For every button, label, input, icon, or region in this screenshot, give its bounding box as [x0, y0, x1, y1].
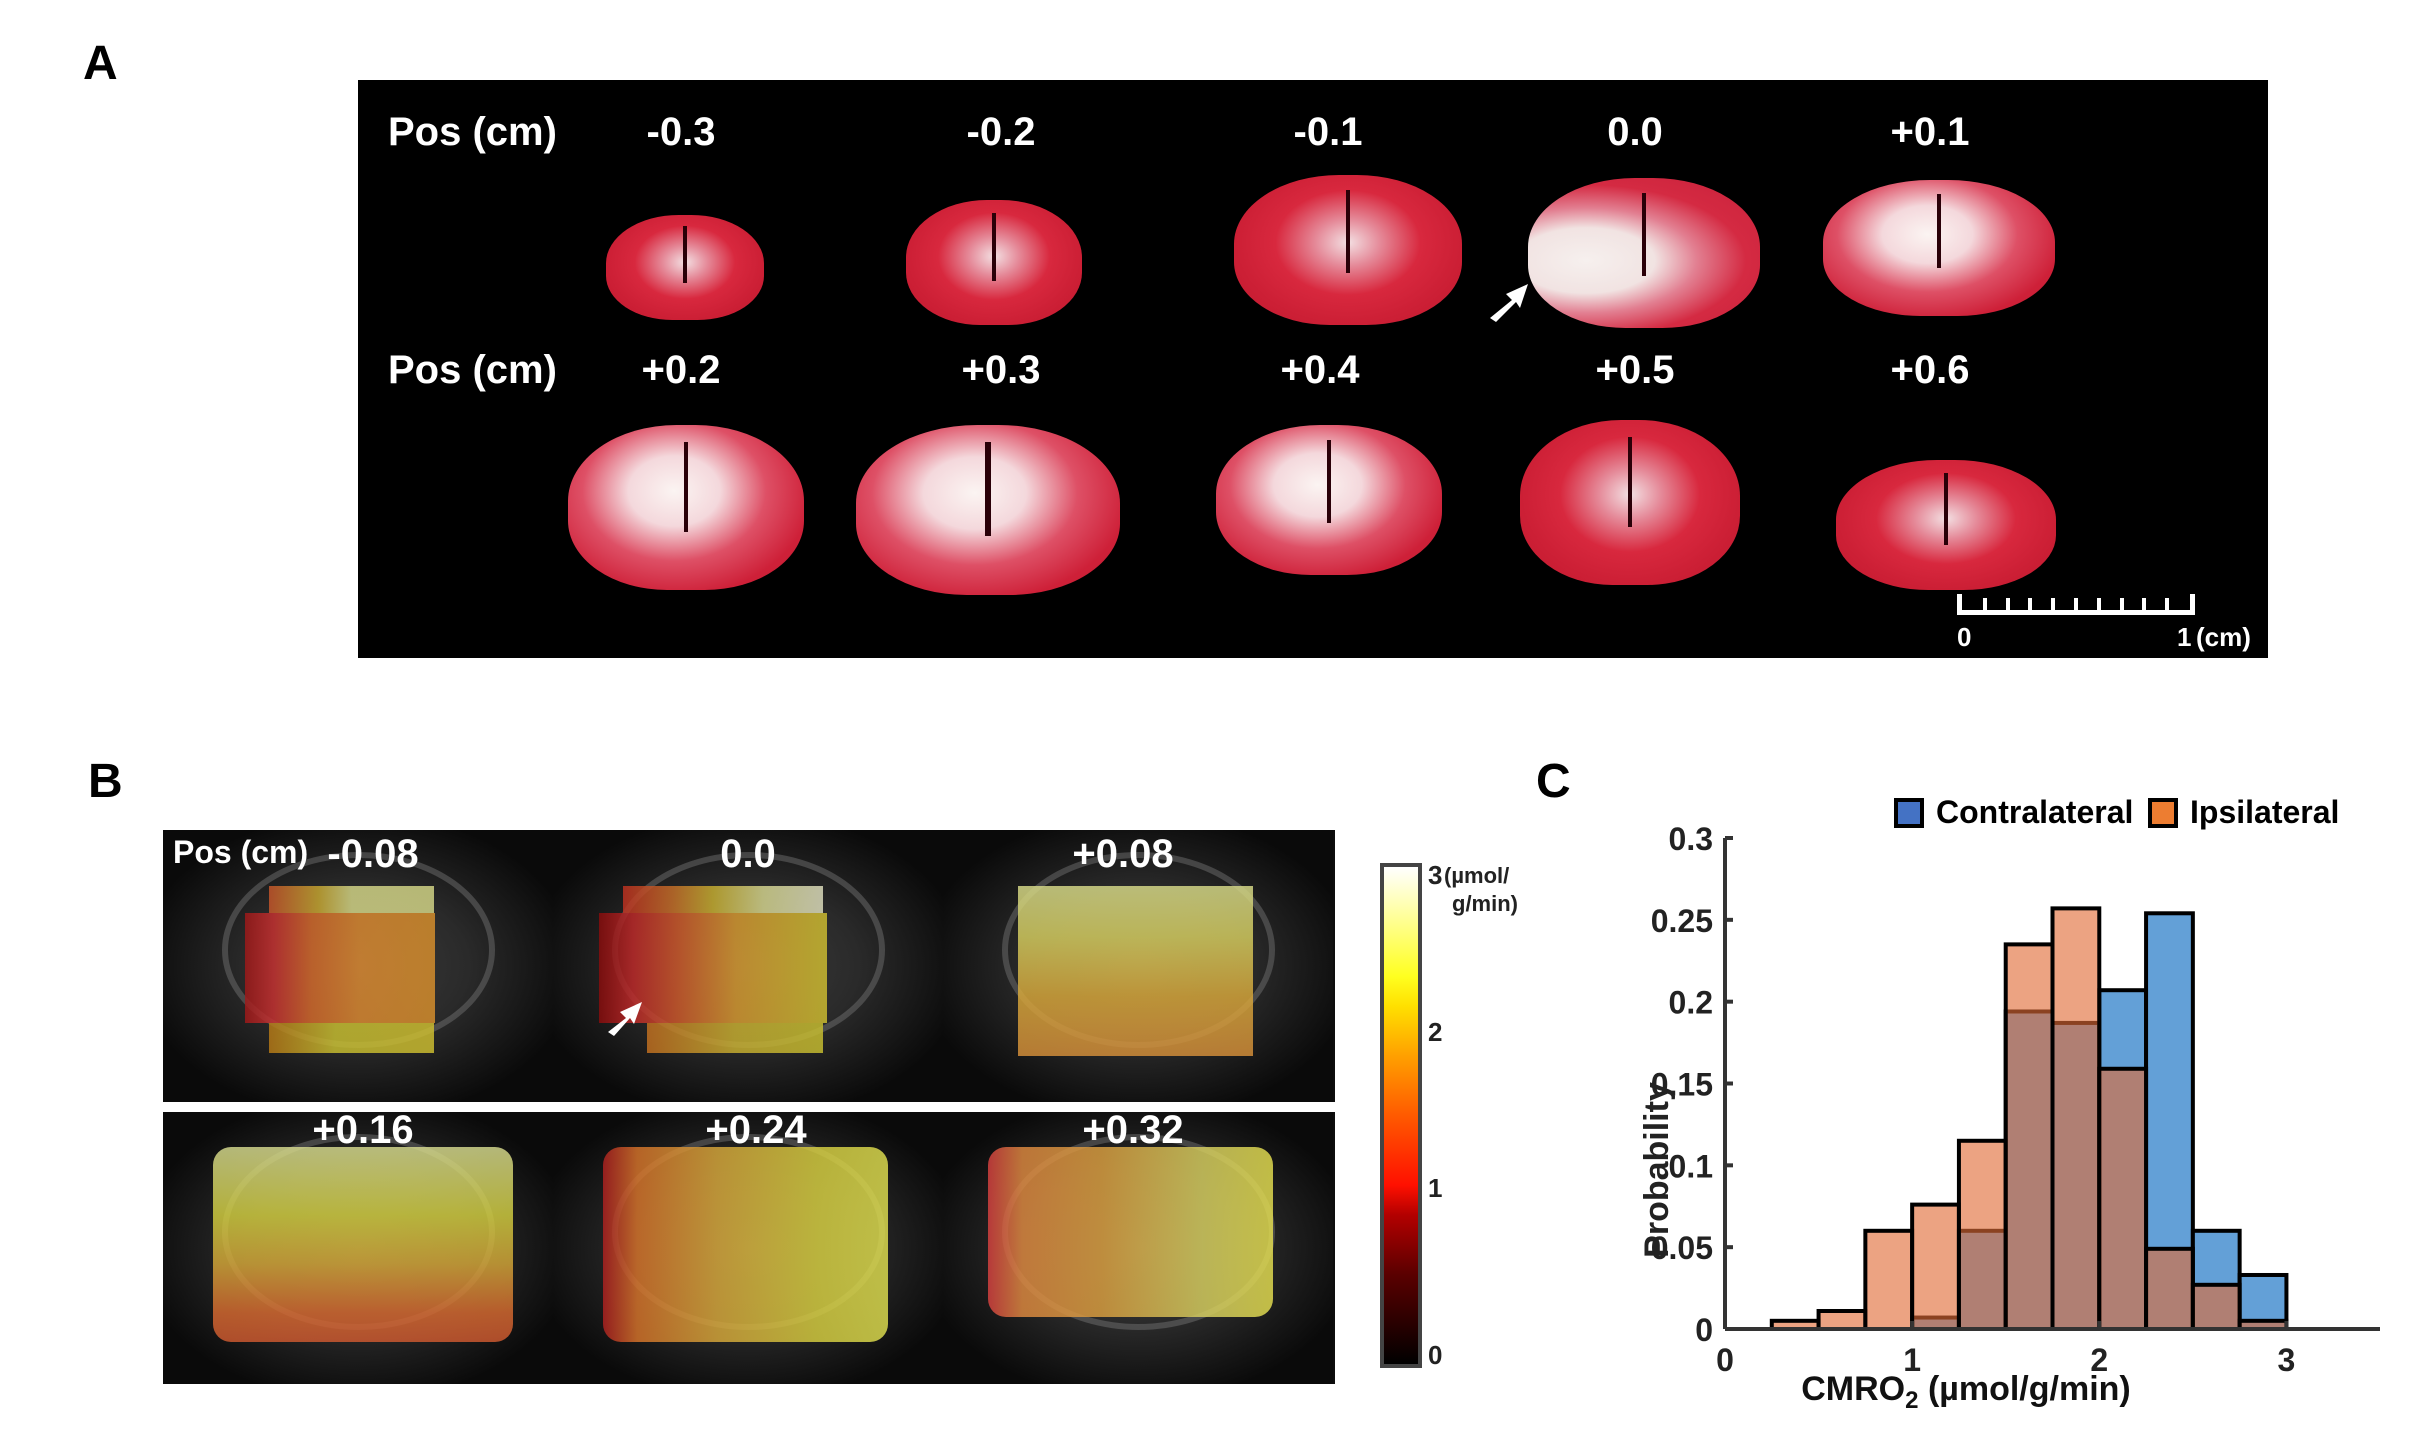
brain-slice — [606, 215, 764, 320]
brain-slice — [906, 200, 1082, 325]
panel-a-letter: A — [83, 37, 118, 90]
a-slice-label: -0.1 — [1293, 110, 1363, 154]
cmro2-overlay — [269, 886, 434, 913]
x-tick-label: 2 — [2090, 1342, 2108, 1378]
cmro2-overlay — [245, 913, 435, 1023]
histogram-bar-ipsilateral — [2190, 1282, 2242, 1331]
cmro2-overlay — [988, 1147, 1273, 1317]
legend-label-contralateral: Contralateral — [1936, 794, 2134, 830]
x-tick-label: 3 — [2278, 1342, 2296, 1378]
legend-swatch-ipsilateral — [2148, 798, 2178, 828]
brain-slice-infarct — [1528, 178, 1760, 328]
a-slice-label: +0.5 — [1595, 348, 1675, 392]
legend-label-ipsilateral: Ipsilateral — [2190, 794, 2340, 830]
scale-bar-tick — [2028, 598, 2033, 610]
colorbar-unit-line2: g/min) — [1452, 891, 1518, 916]
a-pos-label-row2: Pos (cm) — [388, 348, 557, 392]
infarct-arrow-icon — [1490, 284, 1528, 322]
a-pos-label-row1: Pos (cm) — [388, 110, 557, 154]
x-tick-label: 1 — [1903, 1342, 1921, 1378]
brain-slice — [1836, 460, 2056, 590]
scale-bar-tick — [2051, 598, 2056, 610]
y-tick-label: 0.2 — [1669, 985, 1713, 1021]
a-slice-label: +0.6 — [1890, 348, 1970, 392]
a-slice-label: +0.1 — [1890, 110, 1970, 154]
x-axis-label-sub: 2 — [1905, 1387, 1918, 1414]
cmro2-histogram: 0 0.05 0.1 0.15 0.2 0.25 0.3 0 1 2 3 Probability C… — [1638, 821, 2380, 1414]
histogram-bar-ipsilateral — [2003, 942, 2055, 1331]
scale-bar-end-label: 1 — [2177, 622, 2192, 652]
a-slice-label: -0.2 — [966, 110, 1036, 154]
a-slice-label: 0.0 — [1607, 110, 1663, 154]
b-slice-label: -0.08 — [327, 832, 419, 876]
scale-bar-start-label: 0 — [1957, 622, 1972, 652]
y-tick-label: 0.1 — [1669, 1148, 1713, 1184]
colorbar-tick-label: 1 — [1428, 1173, 1443, 1203]
brain-slice — [1520, 420, 1740, 585]
cmro2-overlay — [269, 1023, 434, 1053]
colorbar-tick-label: 3 — [1428, 860, 1443, 890]
y-tick-label: 0 — [1695, 1312, 1713, 1348]
histogram-bar-ipsilateral — [2097, 1066, 2149, 1331]
scale-bar-tick — [2165, 598, 2170, 610]
y-tick-label: 0.05 — [1651, 1230, 1713, 1266]
scale-bar-tick — [2005, 598, 2010, 610]
scale-bar-tick — [2119, 598, 2124, 610]
b-slice-label: 0.0 — [720, 832, 776, 876]
histogram-bar-ipsilateral — [1956, 1138, 2008, 1331]
b-slice-label: +0.24 — [705, 1112, 807, 1152]
brain-slice — [856, 425, 1120, 595]
histogram-bar-ipsilateral — [1816, 1308, 1868, 1331]
b-pos-label: Pos (cm) — [173, 834, 309, 870]
a-slice-label: +0.3 — [961, 348, 1041, 392]
histogram-bar-ipsilateral — [1863, 1228, 1915, 1331]
cmro2-overlay — [647, 1023, 823, 1053]
a-slice-label: +0.4 — [1280, 348, 1360, 392]
brain-slice — [1216, 425, 1442, 575]
histogram-bar-ipsilateral — [1910, 1202, 1961, 1332]
cmro2-overlay — [213, 1147, 513, 1342]
panel-a-ttc-slices: Pos (cm) Pos (cm) -0.3 -0.2 -0.1 0.0 +0.… — [358, 80, 2268, 658]
scale-bar-tick — [1982, 598, 1987, 610]
brain-slice — [1823, 180, 2055, 316]
y-tick-label: 0.25 — [1651, 903, 1713, 939]
histogram-bar-ipsilateral — [2050, 906, 2102, 1331]
y-tick-label: 0.15 — [1651, 1067, 1713, 1103]
cmro2-overlay — [1018, 886, 1253, 1056]
b-slice-label: +0.08 — [1072, 832, 1174, 876]
b-slice-label: +0.32 — [1082, 1112, 1184, 1152]
panel-c-letter: C — [1536, 755, 1571, 808]
histogram-bar-ipsilateral — [2144, 1246, 2195, 1332]
legend-swatch-contralateral — [1894, 798, 1924, 828]
x-axis-label-unit: (µmol/g/min) — [1919, 1370, 2131, 1408]
scale-bar — [1957, 594, 2195, 615]
x-axis-label-main: CMRO — [1801, 1370, 1905, 1408]
y-tick-label: 0.3 — [1669, 821, 1713, 857]
panel-b-row2: +0.16 +0.24 +0.32 — [163, 1112, 1335, 1384]
infarct-arrow-icon — [608, 1002, 642, 1036]
panel-b-letter: B — [88, 755, 123, 808]
scale-bar-tick — [2142, 598, 2147, 610]
cmro2-overlay — [603, 1147, 888, 1342]
cmro2-overlay — [623, 886, 823, 913]
scale-bar-unit-label: (cm) — [2196, 622, 2251, 652]
scale-bar-tick — [2074, 598, 2078, 610]
brain-slice — [568, 425, 804, 590]
y-axis-label: Probability — [1638, 1082, 1676, 1258]
scale-bar-tick — [2096, 598, 2101, 610]
colorbar-tick-label: 0 — [1428, 1340, 1443, 1370]
a-slice-label: -0.3 — [646, 110, 716, 154]
colorbar-unit-line1: (µmol/ — [1444, 863, 1510, 888]
colorbar — [1380, 863, 1422, 1368]
colorbar-tick-label: 2 — [1428, 1017, 1443, 1047]
brain-slice — [1234, 175, 1462, 325]
panel-b-row1: Pos (cm) -0.08 0.0 +0.08 — [163, 830, 1335, 1102]
a-slice-label: +0.2 — [641, 348, 721, 392]
x-axis-label: CMRO2 (µmol/g/min) — [1801, 1370, 2130, 1414]
b-slice-label: +0.16 — [312, 1112, 414, 1152]
x-tick-label: 0 — [1716, 1342, 1734, 1378]
